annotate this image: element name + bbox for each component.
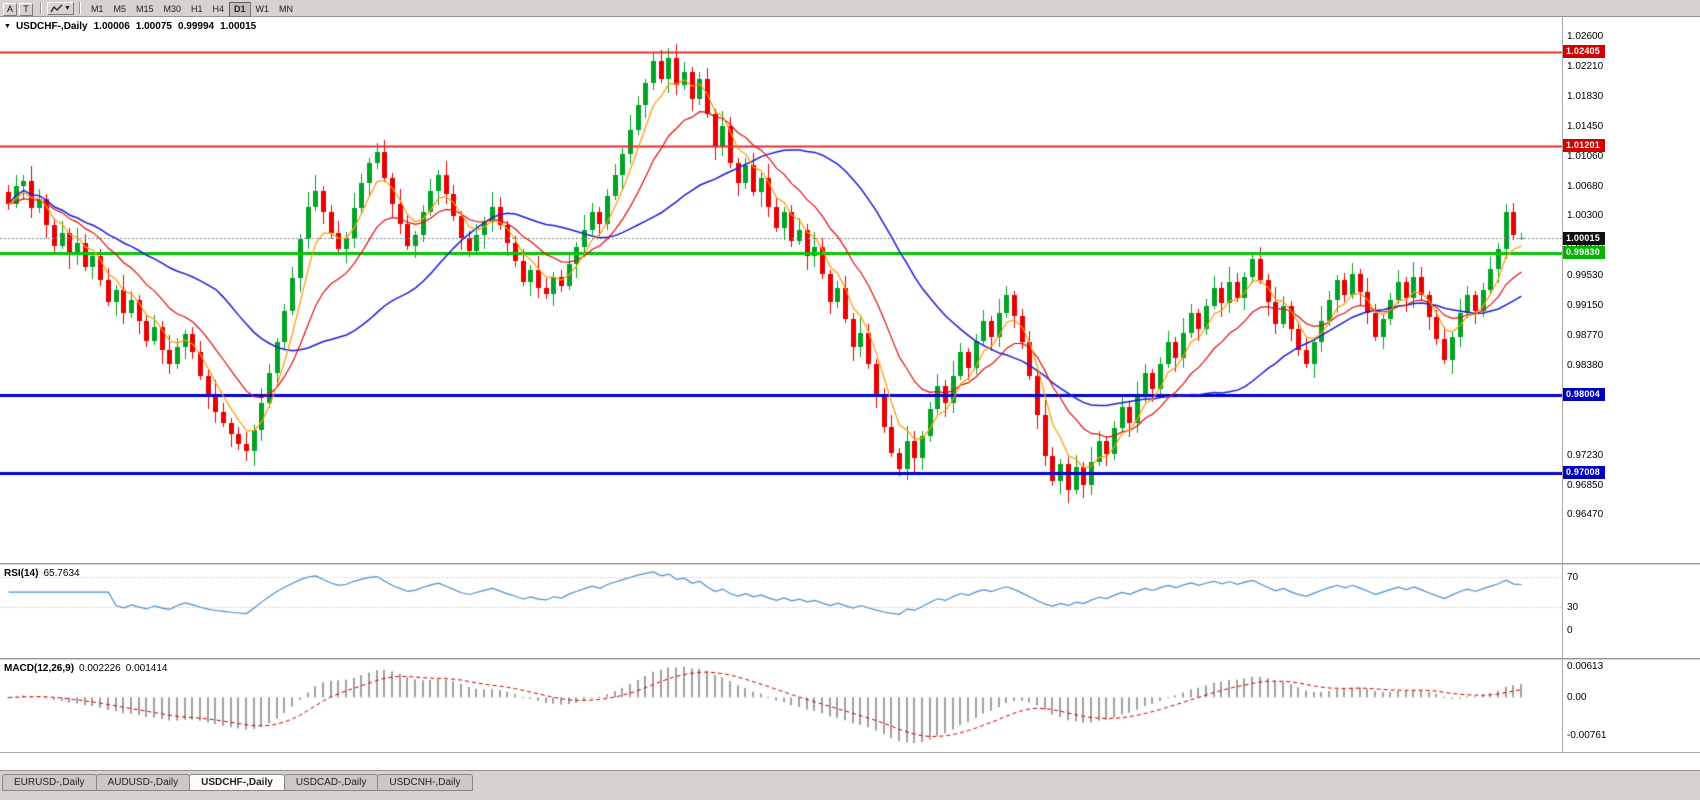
macd-panel <box>0 661 1562 752</box>
price-tick-label: 1.01060 <box>1567 151 1604 163</box>
rsi-axis-label: 70 <box>1567 571 1579 583</box>
macd-value-main: 0.002226 <box>79 663 121 674</box>
macd-label: MACD(12,26,9) 0.002226 0.001414 <box>4 663 167 674</box>
tab-usdcad[interactable]: USDCAD-,Daily <box>283 774 379 791</box>
macd-axis-label: 0.00613 <box>1567 660 1604 672</box>
rsi-label: RSI(14) 65.7634 <box>4 568 80 579</box>
price-axis-border <box>1562 17 1563 752</box>
price-tick-label: 0.99150 <box>1567 300 1604 312</box>
toolbar-separator <box>40 2 42 14</box>
price-tick-label: 0.98770 <box>1567 329 1604 341</box>
toolbar-button-t[interactable]: T <box>19 2 33 16</box>
toolbar-separator <box>78 2 81 14</box>
tab-usdchf[interactable]: USDCHF-,Daily <box>189 774 285 791</box>
price-tick-label: 0.96850 <box>1567 479 1604 491</box>
tab-audusd[interactable]: AUDUSD-,Daily <box>95 774 191 791</box>
price-badge: 1.01201 <box>1563 139 1605 153</box>
date-axis[interactable]: 13 Nov 20182 Dec 201820 Dec 20188 Jan 20… <box>0 752 1700 770</box>
tab-eurusd[interactable]: EURUSD-,Daily <box>2 774 97 791</box>
macd-axis-label: 0.00 <box>1567 691 1587 703</box>
main-chart-canvas[interactable] <box>0 17 1562 563</box>
macd-value-signal: 0.001414 <box>125 663 168 674</box>
chart-dropdown-icon[interactable]: ▼ <box>4 23 11 30</box>
price-tick-label: 1.02210 <box>1567 61 1604 73</box>
ohlc-low: 0.99994 <box>177 21 215 32</box>
indicator-zigzag-icon[interactable]: ▼ <box>47 1 74 15</box>
ohlc-open: 1.00006 <box>93 21 130 32</box>
panel-splitter[interactable] <box>0 563 1700 566</box>
rsi-axis-label: 0 <box>1567 624 1573 636</box>
rsi-axis-label: 30 <box>1567 601 1579 613</box>
macd-axis-label: -0.00761 <box>1567 730 1607 742</box>
chart-tab-bar: EURUSD-,Daily AUDUSD-,Daily USDCHF-,Daily U… <box>0 770 1700 800</box>
price-badge: 0.99830 <box>1563 246 1605 260</box>
toolbar-button-a[interactable]: A <box>3 2 17 16</box>
price-badge: 0.97008 <box>1563 466 1605 480</box>
timeframe-button-w1[interactable]: W1 <box>255 4 270 14</box>
price-tick-label: 1.02600 <box>1567 31 1604 42</box>
price-badge: 0.98004 <box>1563 388 1605 402</box>
timeframe-button-m15[interactable]: M15 <box>135 4 154 14</box>
timeframe-button-m5[interactable]: M5 <box>113 4 126 14</box>
zigzag-icon <box>50 4 63 12</box>
price-tick-label: 1.01830 <box>1567 91 1604 103</box>
rsi-panel <box>0 566 1562 658</box>
timeframe-button-mn[interactable]: MN <box>279 4 294 14</box>
price-badge: 1.02405 <box>1563 45 1605 59</box>
price-badge: 1.00015 <box>1563 231 1605 245</box>
price-tick-label: 0.99530 <box>1567 270 1604 282</box>
ohlc-high: 1.00075 <box>135 21 172 32</box>
chevron-down-icon: ▼ <box>64 4 71 12</box>
macd-canvas[interactable] <box>0 661 1562 752</box>
chart-title: ▼ USDCHF-,Daily 1.00006 1.00075 0.99994 … <box>4 21 256 32</box>
tab-usdcnh[interactable]: USDCNH-,Daily <box>377 774 473 791</box>
main-chart-panel <box>0 17 1562 563</box>
chart-symbol: USDCHF-,Daily <box>15 21 88 32</box>
price-tick-label: 1.00680 <box>1567 180 1604 192</box>
price-tick-label: 0.96470 <box>1567 509 1604 521</box>
timeframe-button-m30[interactable]: M30 <box>163 4 181 14</box>
ohlc-close: 1.00015 <box>220 21 257 32</box>
timeframe-button-d1[interactable]: D1 <box>229 1 251 17</box>
rsi-canvas[interactable] <box>0 566 1562 658</box>
timeframe-button-m1[interactable]: M1 <box>90 4 104 14</box>
rsi-name: RSI(14) <box>4 568 39 579</box>
macd-name: MACD(12,26,9) <box>4 663 75 674</box>
panel-splitter[interactable] <box>0 658 1700 661</box>
price-tick-label: 1.01450 <box>1567 120 1604 132</box>
rsi-value: 65.7634 <box>43 568 80 579</box>
price-tick-label: 0.97230 <box>1567 449 1604 461</box>
price-tick-label: 0.98380 <box>1567 360 1604 372</box>
timeframe-button-h1[interactable]: H1 <box>191 4 203 14</box>
price-tick-label: 1.00300 <box>1567 210 1604 222</box>
timeframe-button-h4[interactable]: H4 <box>212 4 225 14</box>
